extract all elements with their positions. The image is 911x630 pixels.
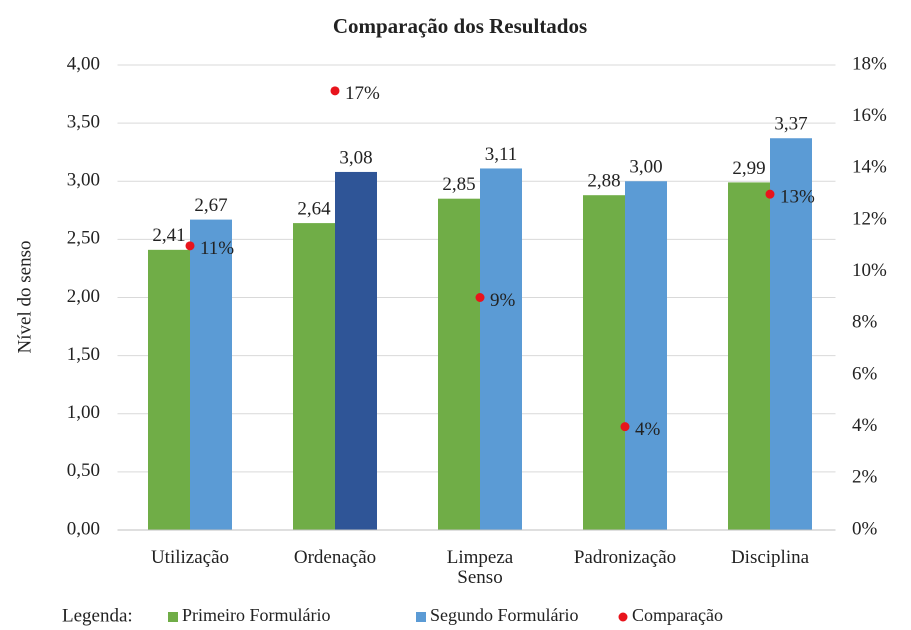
y2-tick-label: 14%	[852, 157, 887, 178]
legend-label: Comparação	[632, 605, 723, 625]
legend-label: Primeiro Formulário	[182, 605, 330, 625]
dot-value-label: 9%	[490, 290, 516, 311]
bar-value-label: 2,41	[152, 225, 185, 246]
comparison-dot	[765, 189, 775, 199]
chart-title: Comparação dos Resultados	[333, 14, 587, 38]
x-tick-label: Utilização	[150, 547, 230, 568]
bar-value-label: 3,11	[485, 144, 518, 165]
y2-tick-label: 18%	[852, 53, 887, 74]
y2-tick-label: 0%	[852, 518, 878, 539]
bar	[148, 249, 190, 530]
x-tick-label: Padronização	[573, 547, 677, 568]
y-tick-label: 1,00	[67, 402, 100, 423]
bar-value-label: 3,37	[774, 114, 807, 135]
legend-marker	[416, 612, 426, 622]
bar	[583, 195, 625, 530]
y-tick-label: 0,00	[67, 518, 100, 539]
y2-tick-label: 8%	[852, 312, 878, 333]
legend-label: Segundo Formulário	[430, 605, 579, 625]
comparison-dot	[620, 422, 630, 432]
y2-tick-label: 16%	[852, 105, 887, 126]
bar	[625, 181, 667, 530]
dot-value-label: 11%	[200, 238, 234, 259]
bar-value-label: 2,88	[587, 171, 620, 192]
y-tick-label: 2,50	[67, 228, 100, 249]
comparison-dot	[185, 241, 195, 251]
comparison-dot	[330, 86, 340, 96]
y2-tick-label: 4%	[852, 415, 878, 436]
y-tick-label: 3,00	[67, 170, 100, 191]
legend-marker	[618, 612, 628, 622]
x-tick-label: Disciplina	[730, 547, 810, 568]
bar	[335, 171, 377, 530]
y-tick-label: 0,50	[67, 460, 100, 481]
x-tick-label: Ordenação	[293, 547, 377, 568]
y-tick-label: 2,00	[67, 286, 100, 307]
bar	[728, 182, 770, 530]
y2-tick-label: 10%	[852, 260, 887, 281]
dot-value-label: 17%	[345, 83, 380, 104]
legend-title: Legenda:	[62, 605, 133, 626]
dot-value-label: 4%	[635, 419, 661, 440]
bar	[770, 138, 812, 531]
y2-tick-label: 2%	[852, 467, 878, 488]
bar-value-label: 2,64	[297, 198, 331, 219]
x-tick-label: Limpeza Senso	[446, 547, 514, 588]
bar	[480, 168, 522, 530]
y-tick-label: 3,50	[67, 111, 100, 132]
bar-value-label: 3,08	[339, 147, 372, 168]
comparison-dot	[475, 293, 485, 302]
y-tick-label: 1,50	[67, 344, 100, 365]
y-axis-title: Nível do senso	[14, 241, 35, 354]
y-tick-label: 4,00	[67, 53, 100, 74]
bar	[438, 198, 480, 530]
legend-marker	[168, 612, 178, 622]
bar	[293, 223, 335, 530]
bar-value-label: 2,99	[732, 158, 765, 179]
y2-tick-label: 12%	[852, 208, 887, 229]
bar-value-label: 2,85	[442, 174, 475, 195]
bar-value-label: 2,67	[194, 195, 227, 216]
y2-tick-label: 6%	[852, 363, 878, 384]
bar-value-label: 3,00	[629, 157, 662, 178]
dot-value-label: 13%	[780, 187, 815, 208]
bar	[190, 219, 232, 531]
